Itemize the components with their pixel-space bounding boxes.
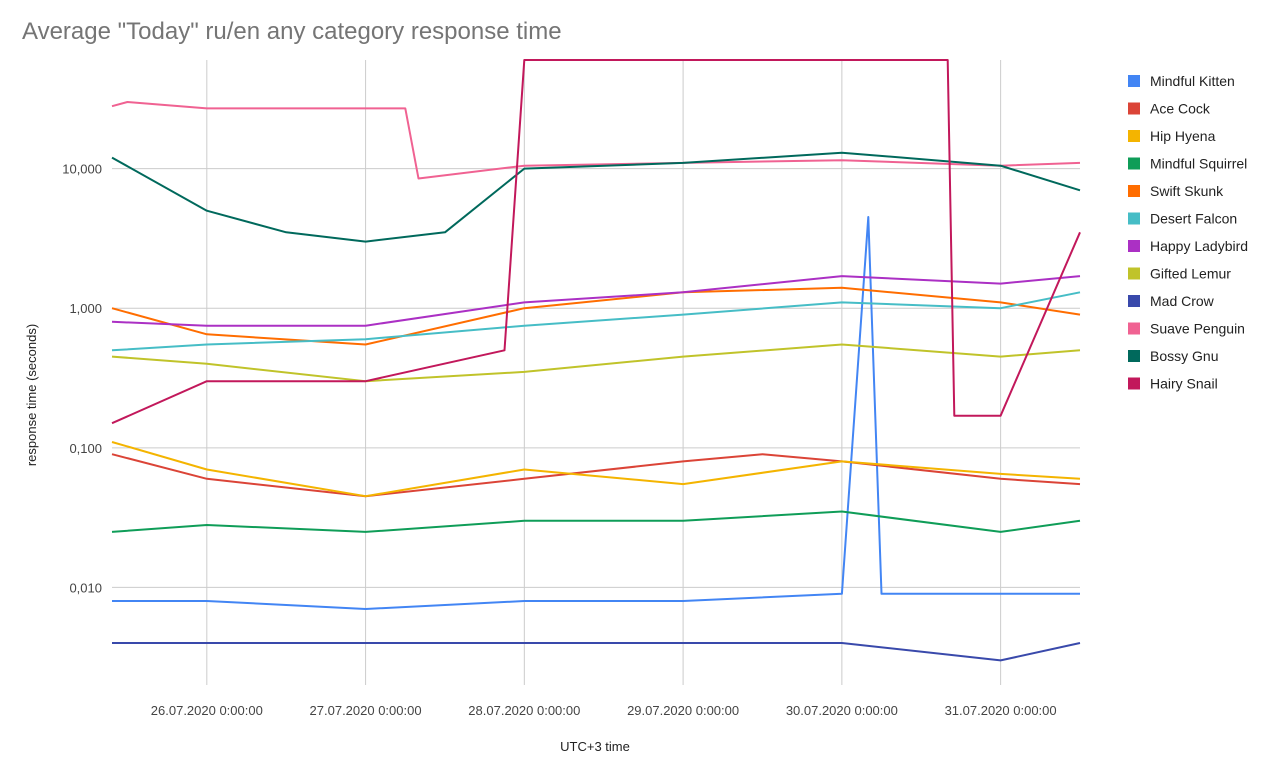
series-line-mad-crow (112, 642, 1081, 662)
y-axis-title: response time (seconds) (24, 324, 39, 466)
legend-swatch (1128, 377, 1140, 390)
legend-label: Mindful Squirrel (1150, 156, 1247, 172)
legend-swatch (1128, 75, 1140, 87)
series-line-gifted-lemur (111, 343, 1081, 383)
y-axis-ticks: 0,010 0,100 1,000 10,000 (62, 162, 102, 596)
x-tick-label: 30.07.2020 0:00:00 (786, 703, 898, 718)
legend-label: Swift Skunk (1150, 183, 1224, 199)
legend-label: Happy Ladybird (1150, 238, 1248, 254)
legend-swatch (1128, 295, 1140, 307)
y-tick-label: 1,000 (69, 301, 102, 316)
x-tick-label: 28.07.2020 0:00:00 (468, 703, 580, 718)
series-line-hairy-snail (111, 59, 1081, 425)
series-line-bossy-gnu (111, 151, 1081, 243)
legend-label: Ace Cock (1150, 101, 1211, 117)
legend-label: Hairy Snail (1150, 376, 1218, 392)
legend-swatch (1128, 240, 1140, 252)
x-tick-label: 31.07.2020 0:00:00 (945, 703, 1057, 718)
legend-swatch (1128, 102, 1140, 115)
x-axis-title: UTC+3 time (560, 739, 630, 754)
legend-label: Mad Crow (1150, 293, 1215, 309)
legend-swatch (1128, 322, 1140, 335)
legend-label: Desert Falcon (1150, 211, 1237, 227)
legend-swatch (1128, 212, 1140, 225)
chart-title: Average "Today" ru/en any category respo… (22, 18, 562, 45)
series-line-swift-skunk (111, 286, 1081, 346)
legend-label: Mindful Kitten (1150, 73, 1235, 89)
x-axis-ticks: 26.07.2020 0:00:00 27.07.2020 0:00:00 28.0… (151, 703, 1057, 718)
x-tick-label: 26.07.2020 0:00:00 (151, 703, 263, 718)
series-line-suave-penguin (111, 101, 1081, 180)
y-tick-label: 10,000 (62, 162, 102, 177)
legend-label: Bossy Gnu (1150, 348, 1218, 364)
y-tick-label: 0,100 (69, 441, 102, 456)
series-line-ace-cock (111, 453, 1081, 498)
series-line-hip-hyena (111, 441, 1081, 498)
legend-label: Suave Penguin (1150, 321, 1245, 337)
legend-label: Gifted Lemur (1150, 266, 1231, 282)
legend-label: Hip Hyena (1150, 128, 1216, 144)
x-tick-label: 29.07.2020 0:00:00 (627, 703, 739, 718)
series-lines (111, 59, 1081, 662)
legend-swatch (1128, 350, 1140, 362)
series-line-happy-ladybird (111, 275, 1081, 327)
series-line-mindful-kitten (112, 216, 1080, 610)
legend-swatch (1128, 157, 1140, 170)
legend: Mindful Kitten Ace Cock Hip Hyena Mindful S… (1128, 73, 1248, 392)
series-line-mindful-squirrel (111, 510, 1081, 533)
gridlines (112, 60, 1080, 685)
legend-swatch (1128, 267, 1140, 280)
legend-swatch (1128, 185, 1140, 197)
x-tick-label: 27.07.2020 0:00:00 (310, 703, 422, 718)
series-line-desert-falcon (111, 291, 1081, 352)
y-tick-label: 0,010 (69, 580, 102, 595)
legend-swatch (1128, 130, 1140, 142)
